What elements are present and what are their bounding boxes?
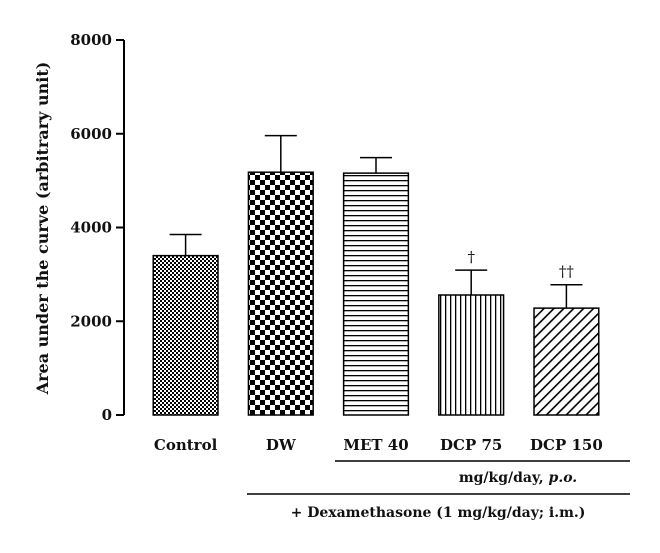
category-labels: Control DW MET 40 DCP 75 DCP 150 [154, 436, 603, 454]
significance-mark: †† [559, 263, 575, 281]
y-axis-title: Area under the curve (arbitrary unit) [33, 62, 52, 396]
category-label: DCP 150 [530, 436, 603, 454]
y-tick-label: 4000 [70, 219, 112, 237]
bar-dw [247, 171, 314, 416]
category-label: DW [266, 436, 297, 454]
treatment-group-label: + Dexamethasone (1 mg/kg/day; i.m.) [291, 505, 586, 521]
bars: ††† [152, 134, 600, 416]
category-label: MET 40 [343, 436, 408, 454]
bar-control [152, 254, 219, 416]
bar-met-40 [342, 172, 410, 416]
y-tick-label: 6000 [70, 125, 112, 143]
bar-dcp-75 [438, 294, 505, 416]
dose-group: mg/kg/day, p.o. [335, 460, 630, 486]
dose-label-main: mg/kg/day, [459, 470, 549, 486]
y-tick-label: 8000 [70, 31, 112, 49]
y-tick-label: 0 [102, 406, 112, 424]
bar-dcp-150 [533, 307, 600, 416]
y-tick-label: 2000 [70, 312, 112, 330]
category-label: Control [154, 436, 218, 454]
y-ticks: 0 2000 4000 6000 8000 [70, 31, 124, 424]
significance-mark: † [467, 248, 475, 266]
dose-group-label: mg/kg/day, p.o. [459, 470, 577, 486]
dose-label-route: p.o. [549, 470, 578, 486]
category-label: DCP 75 [440, 436, 502, 454]
treatment-group: + Dexamethasone (1 mg/kg/day; i.m.) [247, 493, 630, 521]
